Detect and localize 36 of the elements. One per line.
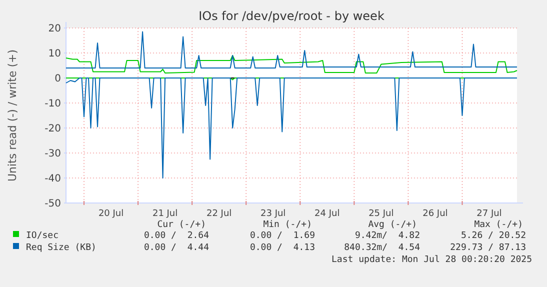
y-tick-label: -50 xyxy=(44,198,61,210)
text: Max (-/+) xyxy=(474,220,523,230)
y-axis-title: Units read (-) / write (+) xyxy=(6,49,19,182)
x-tick-label: 24 Jul xyxy=(314,209,340,219)
y-tick-label: -40 xyxy=(44,174,61,184)
y-tick-label: 10 xyxy=(48,48,61,60)
x-tick-label: 20 Jul xyxy=(98,209,124,219)
y-tick-label: 0 xyxy=(54,74,61,84)
text: Min (-/+) xyxy=(263,220,312,230)
text: Last update: Mon Jul 28 00:20:20 2025 xyxy=(332,255,532,265)
text: 0.00 / 4.44 xyxy=(144,243,209,253)
y-tick-label: 20 xyxy=(48,24,61,34)
y-tick-label: -10 xyxy=(44,98,61,110)
text: Cur (-/+) xyxy=(157,220,206,230)
legend-label: Req Size (KB) xyxy=(26,243,96,253)
line-series xyxy=(66,31,518,68)
text: 0.00 / 2.64 xyxy=(144,231,209,241)
legend-label: IO/sec xyxy=(26,231,59,241)
x-tick-label: 23 Jul xyxy=(260,209,286,219)
line-series xyxy=(66,78,518,178)
x-tick-label: 26 Jul xyxy=(422,209,448,219)
x-tick-label: 25 Jul xyxy=(368,209,394,219)
y-tick-label: -30 xyxy=(44,148,61,160)
y-tick-label: -20 xyxy=(44,124,61,134)
x-tick-label: 21 Jul xyxy=(152,209,178,219)
text: 0.00 / 1.69 xyxy=(250,231,315,241)
chart-title: IOs for /dev/pve/root - by week xyxy=(198,9,384,23)
text: 840.32m/ 4.54 xyxy=(344,243,420,253)
text: 5.26 / 20.52 xyxy=(460,231,526,241)
text: Avg (-/+) xyxy=(368,220,417,230)
text: 9.42m/ 4.82 xyxy=(354,231,420,241)
x-tick-label: 27 Jul xyxy=(476,209,502,219)
line-series xyxy=(66,55,518,74)
x-tick-label: 22 Jul xyxy=(206,209,232,219)
text: 229.73 / 87.13 xyxy=(450,243,526,253)
text: 0.00 / 4.13 xyxy=(250,243,315,253)
